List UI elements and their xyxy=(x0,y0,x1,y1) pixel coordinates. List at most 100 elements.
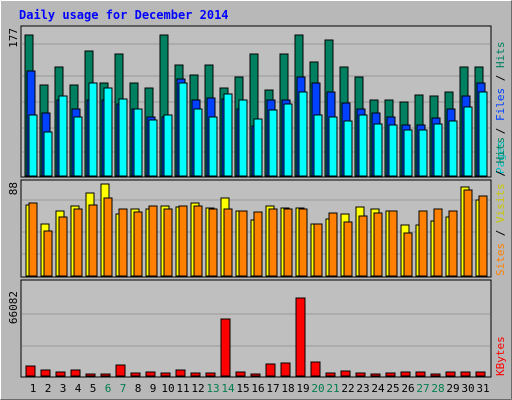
pages-bar xyxy=(313,114,323,177)
kbytes-bar xyxy=(235,371,246,377)
sites-bar xyxy=(103,197,113,277)
x-tick-label: 22 xyxy=(341,382,354,395)
pages-bar xyxy=(388,124,398,177)
sites-bar xyxy=(118,208,128,277)
kbytes-bar xyxy=(355,372,366,377)
kbytes-bar xyxy=(70,369,81,377)
sites-bar xyxy=(178,205,188,277)
sites-bar xyxy=(313,223,323,277)
kbytes-bar xyxy=(175,369,186,377)
pages-bar xyxy=(223,93,233,177)
sites-bar xyxy=(133,211,143,277)
legend-visits: Visits xyxy=(494,183,507,223)
sites-bar xyxy=(433,208,443,277)
x-tick-label: 4 xyxy=(75,382,82,395)
kbytes-bar xyxy=(460,371,471,377)
bars xyxy=(24,34,488,377)
pages-bar xyxy=(283,103,293,177)
hits-max-label: 177 xyxy=(7,28,20,48)
x-tick-label: 19 xyxy=(296,382,309,395)
x-tick-label: 14 xyxy=(221,382,235,395)
x-tick-label: 29 xyxy=(446,382,459,395)
kbytes-bar xyxy=(220,318,231,377)
pages-bar xyxy=(478,91,488,177)
sites-bar xyxy=(28,202,38,277)
sites-bar xyxy=(403,232,413,277)
pages-bar xyxy=(148,119,158,177)
sites-bar xyxy=(298,208,308,277)
x-tick-label: 12 xyxy=(191,382,204,395)
x-tick-label: 15 xyxy=(236,382,249,395)
kbytes-bar xyxy=(400,371,411,377)
x-tick-label: 10 xyxy=(161,382,174,395)
kbytes-bar xyxy=(340,370,351,377)
sites-bar xyxy=(253,211,263,277)
pages-bar xyxy=(373,123,383,177)
kbytes-bar xyxy=(40,369,51,377)
kbytes-bar xyxy=(145,371,156,377)
x-tick-label: 30 xyxy=(461,382,474,395)
kbytes-bar xyxy=(190,372,201,377)
kbytes-bar xyxy=(370,373,381,377)
x-tick-label: 23 xyxy=(356,382,369,395)
pages-bar xyxy=(118,98,128,177)
x-tick-label: 3 xyxy=(60,382,67,395)
kbytes-bar xyxy=(280,362,291,377)
pages-bar xyxy=(178,82,188,177)
kbytes-bar xyxy=(415,371,426,377)
x-tick-label: 6 xyxy=(105,382,112,395)
sites-bar xyxy=(223,208,233,277)
pages-bar xyxy=(433,123,443,177)
legend-kbytes: KBytes xyxy=(494,336,507,376)
pages-bar xyxy=(298,91,308,177)
legend-hits: Hits xyxy=(494,42,507,69)
sites-bar xyxy=(43,230,53,277)
pages-bar xyxy=(43,131,53,177)
pages-bar xyxy=(163,114,173,177)
pages-bar xyxy=(88,82,98,177)
sites-bar xyxy=(238,210,248,277)
x-tick-label: 31 xyxy=(476,382,489,395)
kbytes-bar xyxy=(325,372,336,377)
kbytes-bar xyxy=(430,373,441,377)
kbytes-bar xyxy=(100,373,111,377)
pages-bar xyxy=(418,129,428,177)
x-tick-label: 8 xyxy=(135,382,142,395)
x-tick-label: 28 xyxy=(431,382,444,395)
sites-bar xyxy=(328,212,338,277)
sites-bar xyxy=(418,210,428,277)
kbytes-bar xyxy=(55,371,66,377)
kbytes-panel xyxy=(20,279,492,378)
pages-bar xyxy=(448,120,458,177)
legend-pages: Pages xyxy=(494,141,507,174)
sites-bar xyxy=(373,212,383,277)
x-tick-label: 1 xyxy=(30,382,37,395)
kbytes-bar xyxy=(130,372,141,377)
kbytes-bar xyxy=(475,371,486,377)
kbytes-max-label: 66082 xyxy=(7,291,20,324)
pages-bar xyxy=(73,116,83,177)
pages-bar xyxy=(358,114,368,177)
legend-hits-2: Hits xyxy=(494,137,507,164)
sites-bar xyxy=(463,189,473,277)
sites-bar xyxy=(478,195,488,277)
legend-hits-panel: Pages / Files / Hits xyxy=(494,42,507,175)
sites-bar xyxy=(193,205,203,277)
pages-bar xyxy=(28,114,38,177)
x-tick-label: 24 xyxy=(371,382,385,395)
pages-bar xyxy=(253,118,263,177)
sites-bar xyxy=(283,208,293,277)
x-tick-label: 11 xyxy=(176,382,189,395)
visits-max-label: 88 xyxy=(7,182,20,195)
legend-files: Files xyxy=(494,88,507,121)
kbytes-bar xyxy=(25,365,36,377)
x-tick-label: 5 xyxy=(90,382,97,395)
kbytes-bar xyxy=(115,364,126,377)
x-tick-label: 2 xyxy=(45,382,52,395)
x-tick-label: 21 xyxy=(326,382,339,395)
kbytes-bar xyxy=(160,372,171,377)
sites-bar xyxy=(448,210,458,277)
kbytes-bar xyxy=(250,373,261,377)
sites-bar xyxy=(208,208,218,277)
